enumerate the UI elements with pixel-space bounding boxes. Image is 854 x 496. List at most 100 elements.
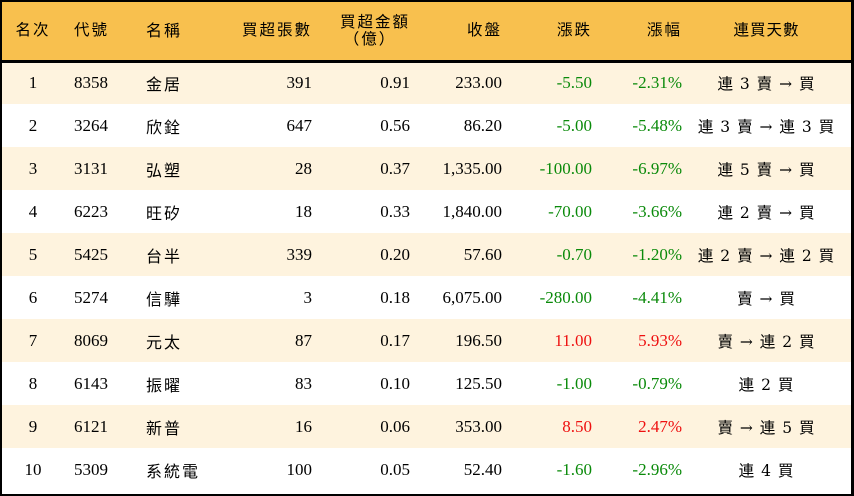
cell-net-buy-amount: 0.05 xyxy=(380,459,410,479)
cell-change-pct: 5.93% xyxy=(638,330,682,350)
cell-net-buy-lots: 83 xyxy=(295,373,312,393)
header-change-pct: 漲幅 xyxy=(592,2,682,63)
cell-net-buy-lots: 18 xyxy=(295,201,312,221)
cell-change: 11.00 xyxy=(554,330,592,350)
table-row: 6 5274 信驊 3 0.18 6,075.00 -280.00 -4.41% 賣 → 買 xyxy=(2,276,851,319)
cell-consecutive-days: 連 3 賣 → 買 xyxy=(717,75,816,94)
cell-name: 系統電 xyxy=(146,461,201,481)
cell-net-buy-amount: 0.17 xyxy=(380,330,410,350)
header-rank: 名次 xyxy=(2,2,64,63)
cell-name: 元太 xyxy=(146,332,183,352)
header-close: 收盤 xyxy=(410,2,502,63)
table-body: 1 8358 金居 391 0.91 233.00 -5.50 -2.31% 連 3 賣 → 買… xyxy=(2,61,851,491)
cell-change: -1.00 xyxy=(556,373,592,393)
cell-change-pct: -2.96% xyxy=(632,459,682,479)
cell-rank: 5 xyxy=(28,244,38,264)
cell-net-buy-lots: 100 xyxy=(286,459,313,479)
cell-net-buy-lots: 28 xyxy=(295,158,312,178)
cell-rank: 10 xyxy=(24,459,42,479)
table-header-row: 名次 代號 名稱 買超張數 買超金額 （億） 收盤 漲跌 漲幅 連買天數 xyxy=(2,2,851,63)
cell-change-pct: -0.79% xyxy=(632,373,682,393)
cell-name: 台半 xyxy=(146,246,183,266)
table-row: 3 3131 弘塑 28 0.37 1,335.00 -100.00 -6.97% 連 5 賣 … xyxy=(2,147,851,190)
cell-rank: 2 xyxy=(28,115,38,135)
cell-name: 旺矽 xyxy=(146,203,183,223)
cell-consecutive-days: 連 2 賣 → 買 xyxy=(717,203,816,222)
cell-change-pct: -2.31% xyxy=(632,73,682,93)
cell-rank: 6 xyxy=(28,287,38,307)
cell-net-buy-lots: 3 xyxy=(303,287,313,307)
cell-rank: 7 xyxy=(28,330,38,350)
cell-rank: 4 xyxy=(28,201,38,221)
cell-consecutive-days: 連 3 賣 → 連 3 買 xyxy=(697,117,836,136)
cell-rank: 9 xyxy=(28,416,38,436)
cell-net-buy-amount: 0.06 xyxy=(380,416,410,436)
cell-consecutive-days: 連 2 賣 → 連 2 買 xyxy=(697,246,836,265)
cell-close: 57.60 xyxy=(463,244,502,264)
cell-net-buy-amount: 0.37 xyxy=(380,158,410,178)
cell-name: 振曜 xyxy=(146,375,183,395)
cell-name: 弘塑 xyxy=(146,160,183,180)
header-net-buy-amount-main: 買超金額 xyxy=(339,12,410,31)
table-row: 2 3264 欣銓 647 0.56 86.20 -5.00 -5.48% 連 3 賣 → 連 … xyxy=(2,104,851,147)
cell-rank: 3 xyxy=(28,158,38,178)
cell-close: 233.00 xyxy=(455,73,502,93)
cell-code: 5309 xyxy=(74,459,108,479)
cell-net-buy-amount: 0.91 xyxy=(380,73,410,93)
cell-code: 6143 xyxy=(74,373,108,393)
table-row: 10 5309 系統電 100 0.05 52.40 -1.60 -2.96% 連 4 買 xyxy=(2,448,851,491)
cell-net-buy-lots: 87 xyxy=(295,330,312,350)
cell-rank: 8 xyxy=(28,373,38,393)
cell-change-pct: 2.47% xyxy=(638,416,682,436)
cell-code: 5274 xyxy=(74,287,108,307)
header-change: 漲跌 xyxy=(502,2,592,63)
cell-change-pct: -6.97% xyxy=(632,158,682,178)
cell-close: 6,075.00 xyxy=(442,287,503,307)
cell-consecutive-days: 賣 → 買 xyxy=(737,289,796,308)
cell-net-buy-amount: 0.20 xyxy=(380,244,410,264)
table-row: 4 6223 旺矽 18 0.33 1,840.00 -70.00 -3.66% 連 2 賣 →… xyxy=(2,190,851,233)
cell-name: 欣銓 xyxy=(146,117,183,137)
cell-consecutive-days: 連 4 買 xyxy=(738,461,795,480)
cell-change: -100.00 xyxy=(539,158,592,178)
cell-change: -70.00 xyxy=(548,201,592,221)
cell-net-buy-amount: 0.18 xyxy=(380,287,410,307)
cell-close: 353.00 xyxy=(455,416,502,436)
table-row: 7 8069 元太 87 0.17 196.50 11.00 5.93% 賣 → 連 2 買 xyxy=(2,319,851,362)
cell-change-pct: -5.48% xyxy=(632,115,682,135)
cell-consecutive-days: 賣 → 連 2 買 xyxy=(717,332,816,351)
cell-net-buy-amount: 0.56 xyxy=(380,115,410,135)
cell-code: 6121 xyxy=(74,416,108,436)
cell-rank: 1 xyxy=(28,73,38,93)
cell-change: -0.70 xyxy=(556,244,592,264)
cell-change-pct: -1.20% xyxy=(632,244,682,264)
header-net-buy-amount-unit: （億） xyxy=(343,29,397,48)
cell-name: 金居 xyxy=(146,75,183,95)
cell-change: -5.50 xyxy=(556,73,592,93)
cell-change: -280.00 xyxy=(539,287,592,307)
header-net-buy-lots: 買超張數 xyxy=(230,2,312,63)
cell-name: 新普 xyxy=(146,418,183,438)
cell-net-buy-lots: 339 xyxy=(286,244,313,264)
cell-close: 125.50 xyxy=(455,373,502,393)
cell-consecutive-days: 賣 → 連 5 買 xyxy=(717,418,816,437)
cell-code: 6223 xyxy=(74,201,108,221)
cell-net-buy-lots: 391 xyxy=(286,73,313,93)
table-row: 9 6121 新普 16 0.06 353.00 8.50 2.47% 賣 → 連 5 買 xyxy=(2,405,851,448)
cell-close: 1,840.00 xyxy=(442,201,503,221)
cell-change-pct: -4.41% xyxy=(632,287,682,307)
cell-net-buy-amount: 0.10 xyxy=(380,373,410,393)
cell-code: 5425 xyxy=(74,244,108,264)
cell-net-buy-amount: 0.33 xyxy=(380,201,410,221)
cell-net-buy-lots: 647 xyxy=(286,115,313,135)
cell-code: 3131 xyxy=(74,158,108,178)
cell-code: 3264 xyxy=(74,115,108,135)
cell-close: 196.50 xyxy=(455,330,502,350)
table-row: 8 6143 振曜 83 0.10 125.50 -1.00 -0.79% 連 2 買 xyxy=(2,362,851,405)
cell-name: 信驊 xyxy=(146,289,183,309)
cell-change-pct: -3.66% xyxy=(632,201,682,221)
header-name: 名稱 xyxy=(134,2,230,63)
cell-consecutive-days: 連 2 買 xyxy=(738,375,795,394)
